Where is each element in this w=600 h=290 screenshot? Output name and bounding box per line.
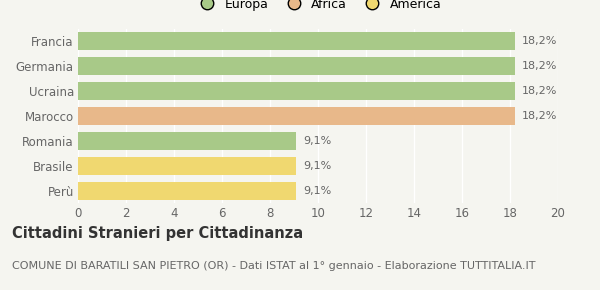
Text: 18,2%: 18,2% <box>522 61 557 71</box>
Text: 18,2%: 18,2% <box>522 37 557 46</box>
Text: 9,1%: 9,1% <box>304 186 332 195</box>
Bar <box>78 107 515 125</box>
Text: 18,2%: 18,2% <box>522 86 557 96</box>
Bar <box>78 132 296 150</box>
Bar <box>78 32 515 50</box>
Legend: Europa, Africa, America: Europa, Africa, America <box>190 0 446 16</box>
Bar <box>78 182 296 200</box>
Bar <box>78 157 296 175</box>
Text: 9,1%: 9,1% <box>304 161 332 171</box>
Text: 9,1%: 9,1% <box>304 136 332 146</box>
Text: COMUNE DI BARATILI SAN PIETRO (OR) - Dati ISTAT al 1° gennaio - Elaborazione TUT: COMUNE DI BARATILI SAN PIETRO (OR) - Dat… <box>12 261 536 271</box>
Bar <box>78 82 515 100</box>
Text: 18,2%: 18,2% <box>522 111 557 121</box>
Bar <box>78 57 515 75</box>
Text: Cittadini Stranieri per Cittadinanza: Cittadini Stranieri per Cittadinanza <box>12 226 303 241</box>
